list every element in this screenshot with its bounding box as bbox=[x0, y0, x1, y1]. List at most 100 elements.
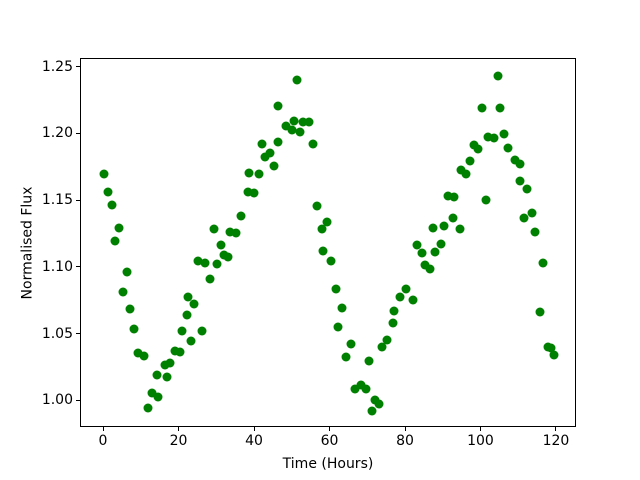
data-point bbox=[197, 326, 207, 336]
data-point bbox=[439, 221, 449, 231]
data-point bbox=[216, 240, 226, 250]
data-point bbox=[499, 129, 509, 139]
x-tick-mark bbox=[329, 427, 330, 431]
data-point bbox=[257, 139, 267, 149]
data-point bbox=[493, 71, 503, 81]
x-tick-label: 20 bbox=[169, 433, 188, 449]
data-point bbox=[408, 295, 418, 305]
data-point bbox=[515, 159, 525, 169]
data-point bbox=[225, 227, 235, 237]
data-point bbox=[527, 208, 537, 218]
x-tick-label: 40 bbox=[245, 433, 263, 449]
data-point bbox=[448, 213, 458, 223]
data-point bbox=[395, 292, 405, 302]
data-point bbox=[205, 274, 215, 284]
data-point bbox=[249, 188, 259, 198]
data-point bbox=[519, 213, 529, 223]
data-point bbox=[341, 352, 351, 362]
x-tick-mark bbox=[479, 427, 481, 431]
data-point bbox=[367, 406, 377, 416]
data-point bbox=[333, 322, 343, 332]
data-point bbox=[489, 133, 499, 143]
data-point bbox=[209, 224, 219, 234]
y-tick-mark bbox=[76, 132, 80, 134]
data-point bbox=[269, 161, 278, 171]
data-point bbox=[308, 139, 318, 149]
data-point bbox=[265, 148, 275, 158]
x-tick-label: 60 bbox=[320, 433, 339, 449]
data-point bbox=[461, 169, 471, 179]
data-point bbox=[295, 127, 305, 137]
data-point bbox=[298, 117, 308, 127]
data-point bbox=[193, 256, 203, 266]
data-point bbox=[260, 152, 270, 162]
data-point bbox=[350, 384, 360, 394]
data-point bbox=[183, 292, 193, 302]
data-point bbox=[346, 339, 356, 349]
data-point bbox=[337, 303, 347, 313]
data-point bbox=[200, 258, 210, 268]
data-point bbox=[312, 201, 322, 211]
data-point bbox=[549, 350, 559, 360]
data-point bbox=[388, 318, 398, 328]
data-point bbox=[292, 75, 302, 85]
y-tick-mark bbox=[76, 333, 80, 335]
data-point bbox=[143, 403, 153, 413]
data-point bbox=[177, 326, 187, 336]
data-point bbox=[125, 304, 135, 314]
y-tick-mark bbox=[76, 266, 80, 268]
data-point bbox=[317, 224, 327, 234]
data-point bbox=[133, 348, 143, 358]
data-point bbox=[160, 360, 170, 370]
data-point bbox=[389, 306, 399, 316]
y-axis-label: Normalised Flux bbox=[19, 186, 36, 300]
data-point bbox=[449, 192, 459, 202]
data-point bbox=[331, 284, 341, 294]
data-point bbox=[374, 399, 384, 409]
x-axis-label: Time (Hours) bbox=[282, 456, 374, 472]
data-point bbox=[273, 101, 283, 111]
data-point bbox=[495, 103, 505, 113]
data-point bbox=[304, 117, 314, 127]
y-tick-label: 1.20 bbox=[41, 125, 73, 142]
x-tick-label: 0 bbox=[98, 433, 108, 449]
data-point bbox=[443, 191, 453, 201]
x-tick-label: 100 bbox=[467, 433, 494, 449]
y-tick-mark bbox=[76, 199, 80, 201]
y-tick-label: 1.15 bbox=[41, 192, 73, 209]
data-point bbox=[417, 248, 427, 258]
data-point bbox=[281, 121, 291, 131]
data-point bbox=[465, 156, 475, 166]
data-point bbox=[322, 217, 332, 227]
y-tick-label: 1.10 bbox=[41, 258, 73, 275]
data-point bbox=[152, 370, 162, 380]
data-point bbox=[147, 388, 157, 398]
y-tick-mark bbox=[76, 399, 80, 401]
data-point bbox=[430, 247, 440, 257]
data-point bbox=[522, 184, 532, 194]
x-tick-label: 120 bbox=[542, 433, 570, 449]
data-point bbox=[473, 144, 483, 154]
data-point bbox=[103, 187, 113, 197]
y-tick-label: 1.25 bbox=[41, 58, 73, 75]
data-point bbox=[236, 211, 246, 221]
data-point bbox=[530, 227, 540, 237]
y-tick-label: 1.00 bbox=[41, 392, 73, 409]
data-point bbox=[165, 358, 175, 368]
data-point bbox=[129, 324, 139, 334]
data-point bbox=[481, 195, 491, 205]
data-point bbox=[254, 169, 264, 179]
data-point bbox=[273, 137, 283, 147]
y-tick-mark bbox=[76, 66, 80, 68]
plot-area bbox=[80, 58, 576, 427]
data-point bbox=[535, 307, 545, 317]
data-point bbox=[114, 223, 124, 233]
x-tick-mark bbox=[102, 427, 104, 431]
data-point bbox=[503, 143, 513, 153]
data-point bbox=[361, 384, 371, 394]
data-point bbox=[110, 236, 120, 246]
data-point bbox=[455, 224, 465, 234]
data-point bbox=[326, 256, 336, 266]
data-point bbox=[425, 264, 435, 274]
